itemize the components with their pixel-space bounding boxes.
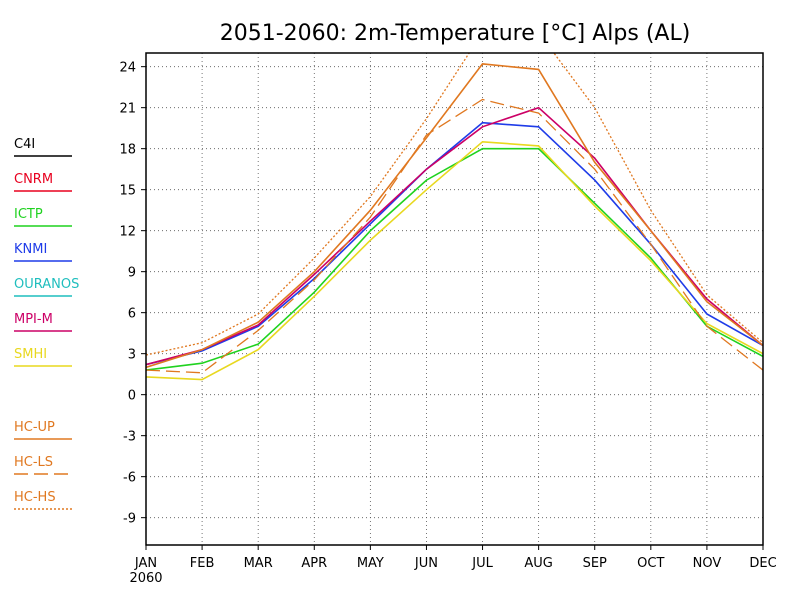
y-tick-label: -3 bbox=[123, 430, 136, 445]
x-tick-label: OCT bbox=[637, 556, 664, 571]
x-tick-label: AUG bbox=[524, 556, 552, 571]
y-tick-label: 9 bbox=[128, 266, 136, 281]
series-line-hc-up bbox=[146, 63, 763, 369]
legend-label-mpi-m: MPI-M bbox=[14, 312, 53, 327]
x-tick-label: MAR bbox=[244, 556, 273, 571]
y-tick-label: 18 bbox=[119, 143, 136, 158]
x-tick-label: MAY bbox=[357, 556, 384, 571]
y-tick-label: 0 bbox=[128, 389, 136, 404]
x-tick-label: SEP bbox=[583, 556, 607, 571]
y-tick-label: 24 bbox=[119, 61, 136, 76]
x-tick-label: APR bbox=[301, 556, 327, 571]
series-line-smhi bbox=[146, 140, 763, 381]
y-axis: -9 -6 -3 0 3 6 9 12 15 18 21 24 bbox=[119, 61, 146, 527]
y-tick-label: 15 bbox=[119, 184, 136, 199]
x-tick-label: FEB bbox=[190, 556, 215, 571]
series-lines bbox=[146, 53, 763, 381]
legend-label-hc-hs: HC-HS bbox=[14, 490, 56, 505]
x-tick-label: NOV bbox=[693, 556, 722, 571]
y-tick-label: 21 bbox=[119, 102, 136, 117]
x-axis-year-label: 2060 bbox=[129, 571, 162, 586]
legend-label-hc-ls: HC-LS bbox=[14, 455, 53, 470]
plot-frame bbox=[145, 52, 764, 546]
y-tick-label: -6 bbox=[123, 471, 136, 486]
x-axis: JAN FEB MAR APR MAY JUN JUL AUG SEP OCT NOV DEC bbox=[134, 545, 777, 571]
y-tick-label: 6 bbox=[128, 307, 136, 322]
legend-label-cnrm: CNRM bbox=[14, 172, 53, 187]
legend-label-hc-up: HC-UP bbox=[14, 420, 55, 435]
legend-label-smhi: SMHI bbox=[14, 347, 47, 362]
legend-label-ictp: ICTP bbox=[14, 207, 43, 222]
y-tick-label: -9 bbox=[123, 512, 136, 527]
series-line-ictp bbox=[146, 147, 763, 371]
grid bbox=[146, 53, 763, 545]
legend-label-knmi: KNMI bbox=[14, 242, 47, 257]
chart-title: 2051-2060: 2m-Temperature [°C] Alps (AL) bbox=[220, 21, 691, 46]
legend-label-c4i: C4I bbox=[14, 137, 35, 152]
x-tick-label: JUN bbox=[414, 556, 438, 571]
legend: C4I CNRM ICTP KNMI OURANOS MPI-M SMHI HC-UP HC-L… bbox=[14, 137, 79, 510]
y-tick-label: 3 bbox=[128, 348, 136, 363]
y-tick-label: 12 bbox=[119, 225, 136, 240]
series-line-hc-hs bbox=[146, 53, 763, 356]
x-tick-label: JAN bbox=[134, 556, 157, 571]
x-tick-label: DEC bbox=[749, 556, 776, 571]
legend-label-ouranos: OURANOS bbox=[14, 277, 79, 292]
x-tick-label: JUL bbox=[471, 556, 493, 571]
series-line-knmi bbox=[146, 121, 763, 366]
